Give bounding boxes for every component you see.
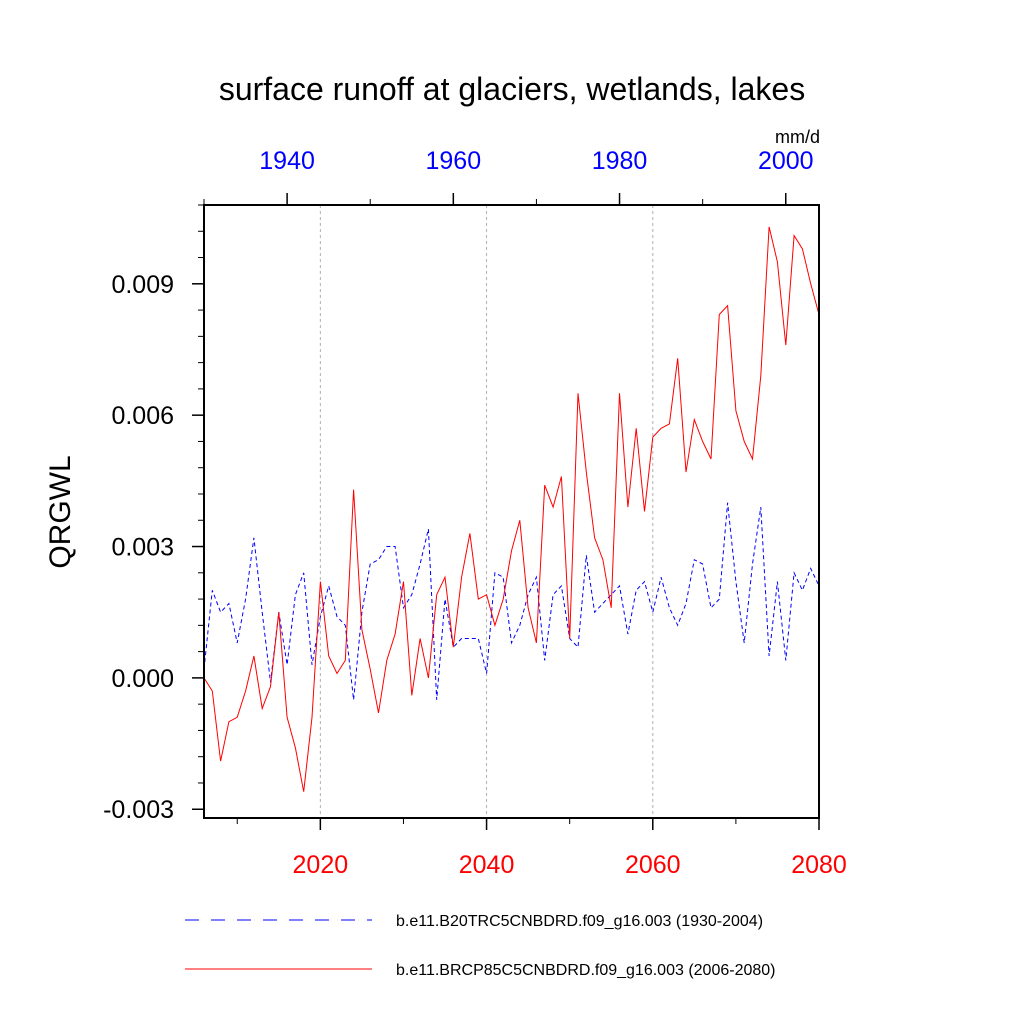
units-label: mm/d — [775, 127, 820, 147]
x-tick-label-top: 1940 — [259, 147, 315, 175]
y-tick-label: 0.006 — [111, 402, 174, 430]
x-tick-label-bottom: 2020 — [293, 851, 349, 879]
plot-frame — [203, 204, 820, 819]
x-tick-label-bottom: 2080 — [791, 851, 847, 879]
y-tick-label: -0.003 — [103, 796, 174, 824]
legend-label: b.e11.BRCP85C5CNBDRD.f09_g16.003 (2006-2… — [396, 962, 775, 979]
x-tick-label-top: 2000 — [758, 147, 814, 175]
y-tick-label: 0.000 — [111, 665, 174, 693]
x-tick-label-top: 1980 — [592, 147, 648, 175]
grid-lines — [319, 205, 654, 818]
legend-label: b.e11.B20TRC5CNBDRD.f09_g16.003 (1930-20… — [396, 913, 763, 930]
x-tick-label-top: 1960 — [426, 147, 482, 175]
x-tick-label-bottom: 2040 — [459, 851, 515, 879]
axis-ticks: -0.003 0.000 0.003 0.006 0.009 2020 2040 2060 20… — [103, 147, 847, 879]
series-line-rcp85 — [203, 226, 820, 792]
x-tick-label-bottom: 2060 — [625, 851, 681, 879]
y-tick-label: 0.009 — [111, 271, 174, 299]
legend: b.e11.B20TRC5CNBDRD.f09_g16.003 (1930-20… — [185, 913, 775, 979]
y-tick-label: 0.003 — [111, 534, 174, 562]
series-layer — [203, 226, 820, 792]
y-axis-label: QRGWL — [44, 455, 77, 568]
series-line-historical — [203, 502, 820, 700]
chart-title: surface runoff at glaciers, wetlands, la… — [219, 71, 805, 107]
